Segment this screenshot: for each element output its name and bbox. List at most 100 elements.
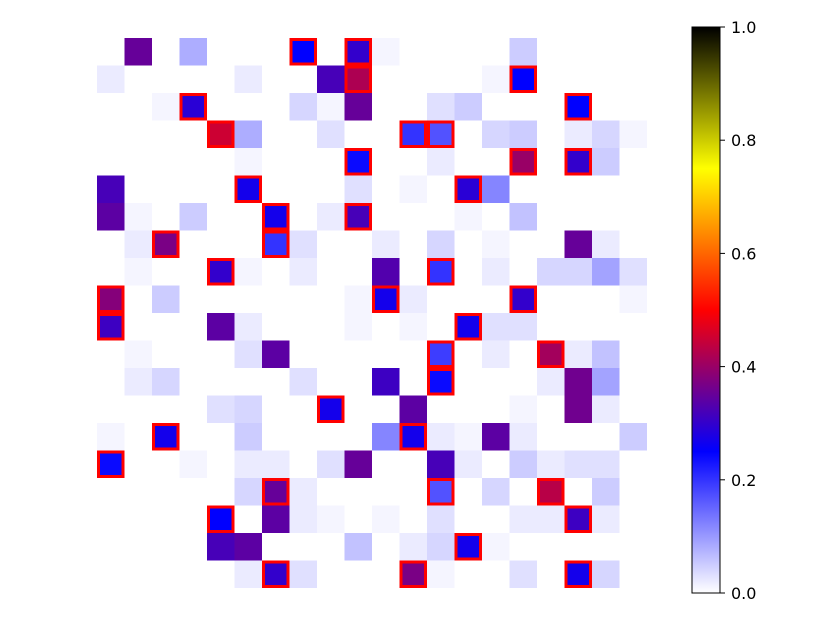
highlight-box: [372, 285, 400, 313]
highlight-box: [427, 120, 455, 148]
heatmap-cell: [619, 423, 647, 451]
heatmap-cell: [482, 340, 510, 368]
colorbar-tick-label: 0.6: [731, 244, 756, 263]
heatmap-cell: [427, 340, 455, 368]
heatmap-cell: [399, 120, 427, 148]
heatmap-cell: [152, 423, 180, 451]
heatmap-cell: [399, 423, 427, 451]
heatmap-cell: [97, 203, 125, 231]
heatmap-cell: [372, 423, 400, 451]
heatmap-cell: [234, 533, 262, 561]
heatmap-cell: [509, 450, 537, 478]
heatmap-cell: [234, 148, 262, 176]
heatmap-cell: [482, 313, 510, 341]
heatmap-cell: [564, 148, 592, 176]
heatmap-cell: [482, 423, 510, 451]
heatmap-cell: [592, 478, 620, 506]
heatmap-cell: [344, 65, 372, 93]
highlight-box: [427, 258, 455, 286]
colorbar-ticks: 0.0 0.2 0.4 0.6 0.8 1.0: [720, 18, 756, 603]
highlight-box: [564, 93, 592, 121]
heatmap-cell: [262, 505, 290, 533]
heatmap-cell: [399, 285, 427, 313]
heatmap-cell: [152, 368, 180, 396]
heatmap-cell: [427, 533, 455, 561]
heatmap-cell: [427, 560, 455, 588]
heatmap-cell: [289, 230, 317, 258]
highlight-box: [509, 148, 537, 176]
heatmap-cell: [509, 120, 537, 148]
heatmap-cell: [124, 368, 152, 396]
highlight-box: [509, 65, 537, 93]
heatmap-cell: [344, 203, 372, 231]
heatmap-cell: [207, 258, 235, 286]
heatmap-cell: [152, 93, 180, 121]
heatmap-cell: [372, 230, 400, 258]
highlight-box: [537, 340, 565, 368]
heatmap-cell: [234, 175, 262, 203]
heatmap-cell: [454, 313, 482, 341]
heatmap-cell: [454, 450, 482, 478]
colorbar-gradient: [691, 26, 721, 594]
heatmap-cell: [262, 478, 290, 506]
heatmap-cell: [564, 120, 592, 148]
heatmap-cell: [207, 313, 235, 341]
heatmap-cell: [234, 560, 262, 588]
heatmap-cell: [454, 423, 482, 451]
colorbar: 0.0 0.2 0.4 0.6 0.8 1.0: [691, 18, 756, 603]
heatmap-cell: [564, 340, 592, 368]
heatmap-cell: [289, 38, 317, 66]
heatmap-cell: [564, 560, 592, 588]
heatmap-cell: [564, 230, 592, 258]
highlight-box: [344, 148, 372, 176]
heatmap-cell: [97, 285, 125, 313]
highlight-box: [509, 285, 537, 313]
heatmap-cell: [289, 258, 317, 286]
highlight-box: [427, 478, 455, 506]
highlight-box: [97, 313, 125, 341]
heatmap-cell: [592, 230, 620, 258]
highlight-box: [317, 395, 345, 423]
heatmap-cell: [344, 38, 372, 66]
highlight-box: [399, 120, 427, 148]
heatmap-cell: [619, 285, 647, 313]
heatmap-cell: [509, 423, 537, 451]
heatmap-cell: [124, 340, 152, 368]
highlight-box: [289, 38, 317, 66]
heatmap-cell: [97, 65, 125, 93]
highlight-box: [564, 148, 592, 176]
highlight-box: [344, 38, 372, 66]
heatmap-grid: [97, 38, 647, 588]
highlight-box: [454, 313, 482, 341]
heatmap-cell: [509, 203, 537, 231]
colorbar-tick-label: 0.2: [731, 471, 756, 490]
colorbar-tick-label: 1.0: [731, 18, 756, 37]
heatmap-cell: [344, 148, 372, 176]
heatmap-cell: [372, 285, 400, 313]
heatmap-cell: [454, 533, 482, 561]
highlight-box: [262, 478, 290, 506]
heatmap-cell: [564, 505, 592, 533]
heatmap-cell: [124, 258, 152, 286]
heatmap-cell: [372, 38, 400, 66]
heatmap-cell: [262, 450, 290, 478]
heatmap-cell: [509, 148, 537, 176]
heatmap-cell: [427, 230, 455, 258]
heatmap-cell: [482, 258, 510, 286]
heatmap-cell: [592, 258, 620, 286]
heatmap-cell: [97, 313, 125, 341]
heatmap-cell: [234, 313, 262, 341]
heatmap-cell: [537, 258, 565, 286]
highlight-box: [399, 560, 427, 588]
heatmap-cell: [399, 175, 427, 203]
heatmap-cell: [427, 258, 455, 286]
heatmap-cell: [317, 65, 345, 93]
heatmap-cell: [482, 65, 510, 93]
heatmap-cell: [509, 560, 537, 588]
highlight-box: [344, 65, 372, 93]
heatmap-cell: [97, 450, 125, 478]
heatmap-cell: [152, 230, 180, 258]
heatmap-cell: [427, 93, 455, 121]
